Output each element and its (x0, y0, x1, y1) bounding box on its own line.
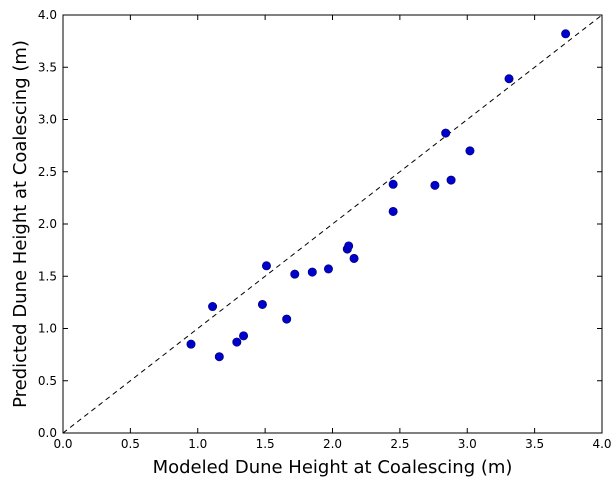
data-point (186, 339, 196, 349)
x-tick-label: 0.5 (121, 437, 140, 451)
data-point (344, 241, 354, 251)
x-tick-label: 1.5 (256, 437, 275, 451)
data-point (441, 128, 451, 138)
x-tick-label: 3.5 (525, 437, 544, 451)
x-tick-label: 0.0 (53, 437, 72, 451)
x-axis-title: Modeled Dune Height at Coalescing (m) (153, 457, 513, 478)
reference-line (62, 14, 603, 434)
data-point (388, 206, 398, 216)
data-point (290, 269, 300, 279)
y-tick-label: 2.0 (38, 217, 57, 231)
data-point (430, 180, 440, 190)
y-axis-title: Predicted Dune Height at Coalescing (m) (10, 40, 31, 408)
y-tick-label: 3.0 (38, 113, 57, 127)
y-tick-label: 1.0 (38, 322, 57, 336)
y-tick-label: 0.5 (38, 374, 57, 388)
data-points (186, 29, 571, 362)
y-tick-label: 3.5 (38, 60, 57, 74)
data-point (388, 179, 398, 189)
y-tick-label: 2.5 (38, 165, 57, 179)
data-point (465, 146, 475, 156)
x-tick-label: 4.0 (592, 437, 611, 451)
y-tick-label: 0.0 (38, 426, 57, 440)
data-point (232, 337, 242, 347)
x-tick-label: 2.5 (390, 437, 409, 451)
reference-line-group (62, 14, 603, 434)
data-point (307, 267, 317, 277)
data-point (446, 175, 456, 185)
y-axis-ticks: 0.0 0.5 1.0 1.5 2.0 2.5 3.0 3.5 4.0 (38, 8, 602, 440)
data-point (214, 352, 224, 362)
data-point (239, 331, 249, 341)
data-point (208, 302, 218, 312)
data-point (561, 29, 571, 39)
data-point (323, 264, 333, 274)
x-tick-label: 3.0 (458, 437, 477, 451)
y-tick-label: 1.5 (38, 269, 57, 283)
data-point (282, 314, 292, 324)
x-axis-ticks: 0.0 0.5 1.0 1.5 2.0 2.5 3.0 3.5 4.0 (53, 15, 612, 451)
x-tick-label: 2.0 (323, 437, 342, 451)
data-point (257, 299, 267, 309)
y-tick-label: 4.0 (38, 8, 57, 22)
data-point (504, 74, 514, 84)
data-point (261, 261, 271, 271)
data-point (349, 253, 359, 263)
x-tick-label: 1.0 (188, 437, 207, 451)
